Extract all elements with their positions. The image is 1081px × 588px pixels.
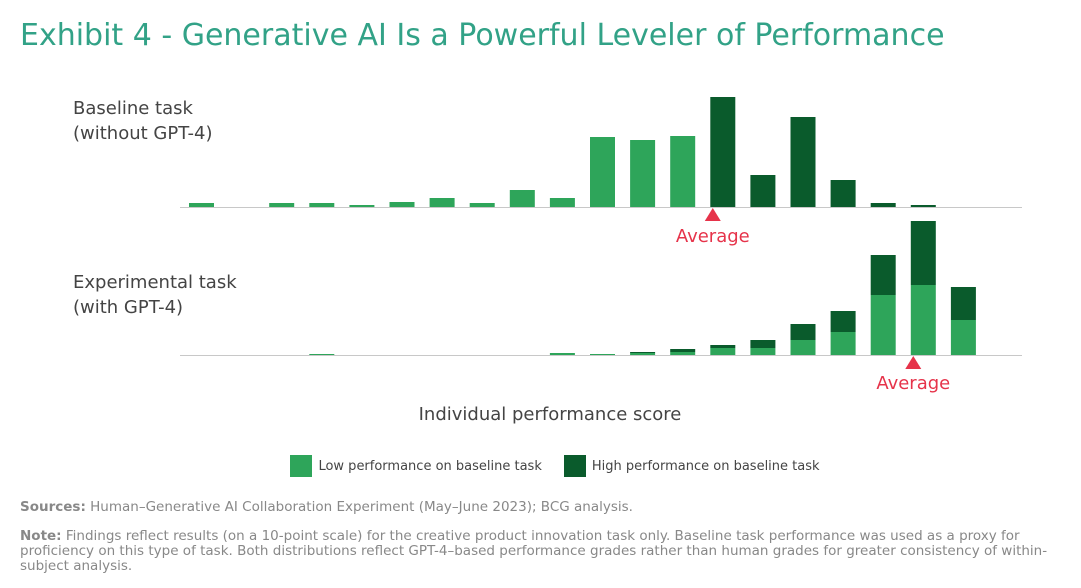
bar-low	[189, 203, 214, 207]
note-label: Note:	[20, 528, 62, 544]
bar-low	[790, 340, 816, 355]
bar-low	[309, 203, 335, 207]
legend-label-high: High performance on baseline task	[591, 458, 820, 474]
bar-low	[590, 137, 615, 207]
average-label: Average	[676, 226, 750, 247]
legend-label-low: Low performance on baseline task	[318, 458, 542, 474]
histogram-chart: Average Average	[180, 97, 1022, 394]
legend: Low performance on baseline task High pe…	[0, 455, 1081, 477]
baseline-panel-label: Baseline task (without GPT-4)	[73, 96, 213, 146]
chart-title: Exhibit 4 - Generative AI Is a Powerful …	[20, 18, 945, 53]
bar-high	[750, 175, 776, 207]
bar-high	[910, 205, 936, 207]
legend-item-low: Low performance on baseline task	[290, 455, 542, 477]
bar-high	[830, 311, 856, 332]
bar-low	[309, 354, 335, 355]
average-label: Average	[876, 373, 950, 394]
bar-low	[950, 320, 976, 355]
bar-high	[710, 97, 736, 207]
bar-low	[549, 198, 575, 207]
legend-swatch-high	[563, 455, 586, 477]
experimental-panel-label: Experimental task (with GPT-4)	[73, 270, 237, 320]
bar-low	[509, 190, 535, 207]
bar-low	[429, 198, 455, 207]
note-footnote: Note: Findings reflect results (on a 10-…	[20, 529, 1063, 574]
bar-high	[750, 340, 776, 348]
bar-low	[549, 353, 575, 355]
bar-low	[630, 140, 656, 207]
bar-high	[790, 117, 816, 207]
bar-high	[870, 203, 896, 207]
bar-low	[590, 354, 615, 355]
note-text: Findings reflect results (on a 10-point …	[20, 528, 1048, 574]
average-marker	[704, 208, 721, 221]
legend-swatch-low	[290, 455, 313, 477]
bar-low	[469, 203, 495, 207]
bar-low	[670, 136, 696, 207]
experimental-label-line2: (with GPT-4)	[73, 297, 184, 318]
bar-low	[670, 352, 696, 355]
bar-low	[389, 202, 415, 207]
bar-low	[750, 348, 776, 355]
bar-high	[790, 324, 816, 340]
baseline-label-line1: Baseline task	[73, 98, 193, 119]
bar-high	[830, 180, 856, 207]
experimental-label-line1: Experimental task	[73, 272, 237, 293]
bar-low	[830, 332, 856, 355]
bar-high	[630, 352, 656, 353]
baseline-label-line2: (without GPT-4)	[73, 123, 213, 144]
bar-high	[950, 287, 976, 320]
bar-low	[349, 205, 375, 207]
sources-text: Human–Generative AI Collaboration Experi…	[85, 499, 633, 515]
bar-high	[710, 345, 736, 348]
bar-low	[710, 348, 736, 355]
bar-low	[630, 353, 656, 355]
bar-low	[269, 203, 295, 207]
bar-high	[670, 349, 696, 352]
bar-low	[870, 295, 896, 355]
average-marker	[905, 356, 922, 369]
bar-high	[910, 221, 936, 285]
bar-high	[870, 255, 896, 295]
legend-item-high: High performance on baseline task	[563, 455, 820, 477]
x-axis-label: Individual performance score	[418, 404, 682, 425]
sources-footnote: Sources: Human–Generative AI Collaborati…	[20, 500, 1063, 515]
bar-low	[910, 285, 936, 355]
sources-label: Sources:	[20, 499, 86, 515]
